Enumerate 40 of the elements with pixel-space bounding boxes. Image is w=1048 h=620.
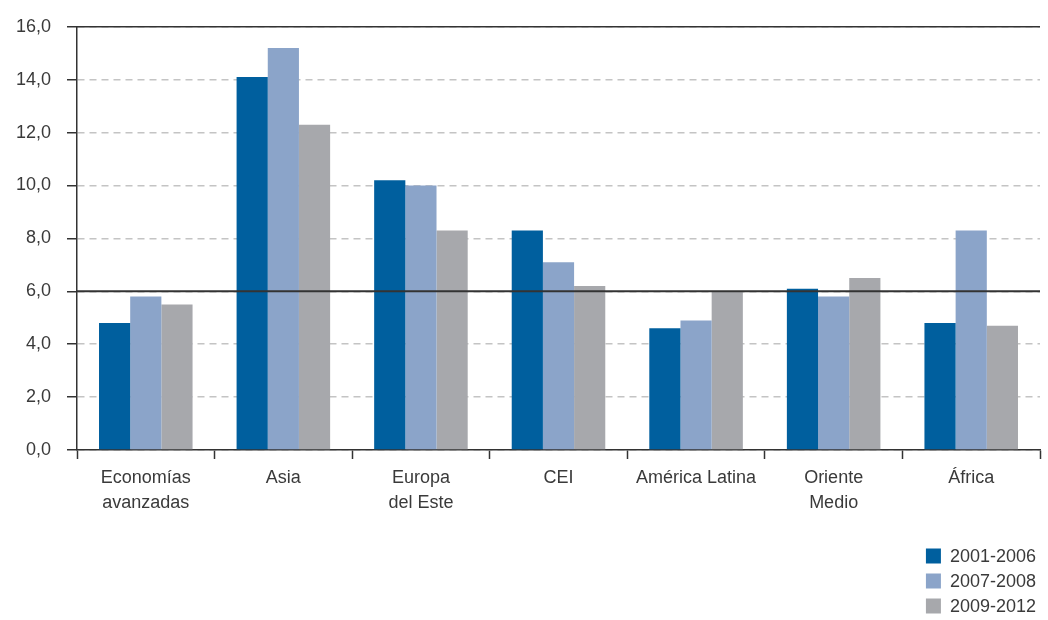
- legend-label: 2007-2008: [949, 570, 1037, 591]
- bar: [786, 288, 819, 450]
- x-tick-label: Asia: [265, 466, 302, 487]
- bar: [511, 230, 543, 450]
- legend-label: 2001-2006: [949, 545, 1037, 566]
- bar: [374, 180, 406, 450]
- y-tick-label: 0,0: [25, 438, 51, 459]
- bar: [849, 278, 881, 450]
- legend-label: 2009-2012: [949, 595, 1037, 616]
- y-tick-label: 2,0: [25, 386, 51, 407]
- x-tick-label: África: [948, 466, 996, 487]
- y-tick-label: 6,0: [25, 280, 51, 301]
- bar: [649, 328, 681, 450]
- bar: [711, 291, 743, 450]
- bar: [924, 323, 956, 450]
- bar: [267, 47, 299, 450]
- bar: [542, 262, 575, 450]
- bar: [436, 230, 468, 450]
- x-tick-label: CEI: [543, 466, 574, 487]
- bar: [818, 296, 850, 450]
- x-tick-label: América Latina: [636, 466, 758, 487]
- y-tick-label: 10,0: [15, 174, 51, 195]
- bar: [298, 124, 331, 450]
- x-tick-label: Europa del Este: [388, 466, 454, 513]
- y-tick-label: 12,0: [15, 121, 51, 142]
- x-tick-label: Economías avanzadas: [100, 466, 191, 513]
- y-tick-label: 8,0: [25, 227, 51, 248]
- bar: [405, 185, 437, 450]
- bar: [680, 320, 712, 450]
- bar: [955, 230, 987, 450]
- bar: [236, 77, 268, 450]
- y-tick-label: 14,0: [15, 68, 51, 89]
- bar: [130, 296, 162, 450]
- y-tick-label: 16,0: [15, 15, 51, 36]
- bar: [161, 304, 193, 450]
- bar: [99, 323, 131, 450]
- y-tick-label: 4,0: [25, 333, 51, 354]
- bar: [574, 286, 606, 450]
- bar: [986, 325, 1018, 450]
- x-tick-label: Oriente Medio: [804, 466, 864, 513]
